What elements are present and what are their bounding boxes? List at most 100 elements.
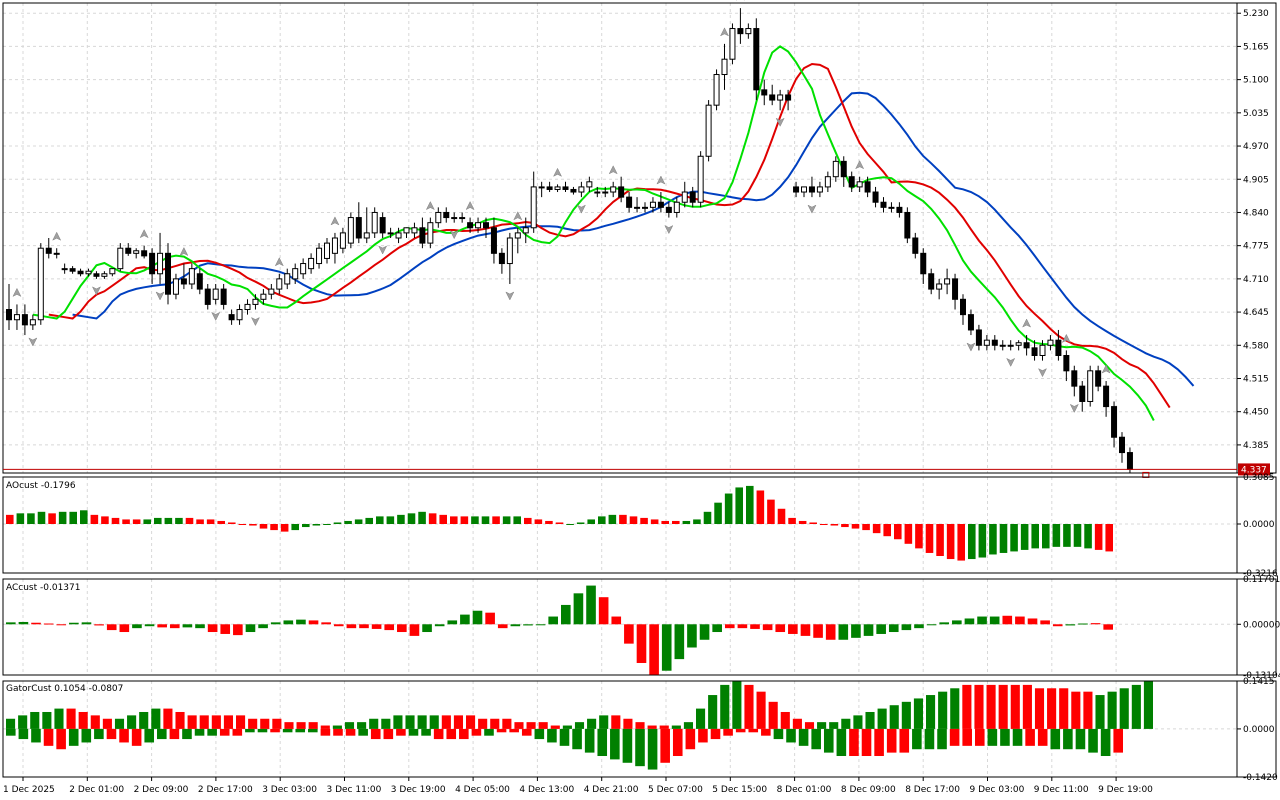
candle-body bbox=[475, 222, 482, 229]
histogram-bar bbox=[838, 624, 849, 640]
candle-body bbox=[443, 211, 450, 219]
histogram-bar bbox=[446, 728, 457, 740]
candle-body bbox=[244, 303, 251, 311]
histogram-bar bbox=[245, 728, 255, 733]
histogram-bar bbox=[370, 728, 381, 740]
histogram-bar bbox=[460, 516, 469, 525]
histogram-bar bbox=[429, 715, 439, 729]
histogram-bar bbox=[629, 516, 638, 525]
up-arrow-icon bbox=[12, 287, 22, 297]
histogram-bar bbox=[672, 728, 683, 757]
up-arrow-icon bbox=[719, 27, 730, 37]
histogram-bar bbox=[685, 728, 696, 750]
ao-indicator-label: AOcust -0.1796 bbox=[6, 481, 76, 491]
histogram-bar bbox=[381, 718, 391, 729]
histogram-bar bbox=[233, 624, 243, 636]
histogram-bar bbox=[647, 725, 657, 729]
histogram-bar bbox=[849, 728, 859, 757]
price-panel[interactable]: 5.230 5.165 5.100 5.035 4.970 4.905 4.840 4.775… bbox=[2, 0, 1277, 478]
histogram-bar bbox=[157, 728, 167, 740]
histogram-bar bbox=[611, 616, 622, 625]
candle-body bbox=[785, 94, 792, 101]
histogram-bar bbox=[514, 722, 524, 729]
histogram-bar bbox=[901, 701, 911, 729]
histogram-bar bbox=[43, 728, 54, 746]
histogram-bar bbox=[964, 618, 975, 625]
candle-body bbox=[856, 181, 863, 188]
histogram-bar bbox=[732, 681, 742, 729]
histogram-bar bbox=[144, 728, 155, 743]
histogram-bar bbox=[101, 516, 109, 525]
x-tick-label: 8 Dec 09:00 bbox=[841, 785, 896, 795]
x-tick-label: 2 Dec 17:00 bbox=[198, 785, 253, 795]
histogram-bar bbox=[1071, 691, 1081, 729]
candle-body bbox=[435, 211, 442, 224]
histogram-bar bbox=[144, 624, 155, 627]
histogram-bar bbox=[534, 728, 545, 740]
histogram-bar bbox=[54, 708, 64, 729]
histogram-bar bbox=[220, 624, 231, 634]
gator-panel[interactable]: 0.1415 0.0000 -0.1420 bbox=[2, 677, 1278, 783]
candle-body bbox=[1015, 342, 1022, 346]
candle-body bbox=[292, 268, 299, 280]
x-tick-label: 4 Dec 05:00 bbox=[455, 785, 510, 795]
histogram-bar bbox=[450, 516, 458, 525]
candle-body bbox=[705, 104, 712, 157]
x-tick-label: 4 Dec 13:00 bbox=[519, 785, 574, 795]
histogram-bar bbox=[798, 520, 807, 525]
candle-body bbox=[268, 288, 275, 295]
histogram-bar bbox=[308, 722, 318, 729]
candle-body bbox=[149, 252, 156, 275]
histogram-bar bbox=[143, 519, 151, 525]
histogram-bar bbox=[877, 708, 887, 729]
histogram-bar bbox=[386, 516, 395, 525]
candle-body bbox=[77, 270, 84, 275]
candle-body bbox=[960, 298, 966, 316]
histogram-bar bbox=[939, 622, 950, 625]
candle-body bbox=[840, 160, 847, 178]
histogram-bar bbox=[195, 624, 205, 629]
y-tick-label: 4.710 bbox=[1243, 275, 1269, 285]
histogram-bar bbox=[584, 728, 595, 753]
histogram-bar bbox=[696, 708, 706, 729]
histogram-bar bbox=[989, 616, 1000, 625]
histogram-bar bbox=[106, 728, 117, 740]
histogram-bar bbox=[238, 524, 247, 526]
histogram-bar bbox=[1083, 691, 1093, 729]
histogram-bar bbox=[950, 688, 960, 729]
histogram-bar bbox=[357, 722, 367, 729]
histogram-bar bbox=[937, 728, 947, 750]
histogram-bar bbox=[1031, 524, 1039, 549]
histogram-bar bbox=[187, 715, 197, 729]
histogram-bar bbox=[830, 524, 839, 526]
histogram-bar bbox=[1000, 728, 1010, 746]
candle-body bbox=[920, 252, 927, 275]
histogram-bar bbox=[151, 708, 161, 729]
ao-panel[interactable]: 0.3085 0.0000 -0.3216 bbox=[2, 473, 1278, 579]
histogram-bar bbox=[56, 624, 67, 626]
histogram-bar bbox=[977, 616, 987, 625]
histogram-bar bbox=[332, 725, 342, 729]
y-tick-label: 4.385 bbox=[1243, 441, 1269, 451]
ac-panel[interactable]: 0.11701 0.00000 -0.13104 bbox=[2, 575, 1280, 681]
histogram-bar bbox=[820, 524, 828, 526]
candle-body bbox=[673, 201, 680, 213]
histogram-bar bbox=[333, 728, 343, 736]
candle-body bbox=[93, 273, 100, 277]
histogram-bar bbox=[471, 728, 482, 736]
histogram-bar bbox=[80, 510, 88, 525]
histogram-bar bbox=[862, 524, 870, 531]
candle-body bbox=[745, 28, 752, 35]
candle-body bbox=[498, 252, 505, 265]
histogram-bar bbox=[164, 517, 173, 525]
candle-body bbox=[983, 339, 990, 346]
histogram-bar bbox=[775, 624, 786, 633]
histogram-bar bbox=[874, 728, 884, 757]
histogram-bar bbox=[586, 585, 596, 625]
histogram-bar bbox=[296, 722, 306, 729]
histogram-bar bbox=[1027, 618, 1038, 625]
histogram-bar bbox=[90, 514, 99, 525]
histogram-bar bbox=[94, 728, 104, 740]
histogram-bar bbox=[18, 715, 28, 729]
